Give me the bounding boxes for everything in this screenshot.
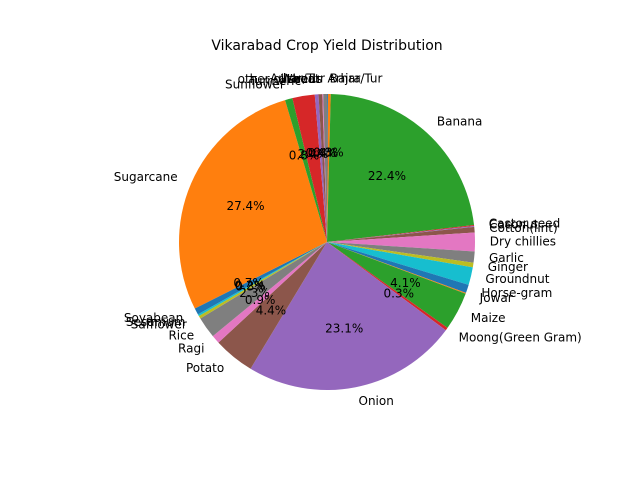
pie-slice-potato-15 — [218, 242, 327, 369]
pie-slice-urad-24 — [314, 94, 327, 243]
slice-label-soyabean-20: Soyabean — [124, 311, 183, 325]
slice-label-other-oilseeds-26: other oilseeds — [238, 72, 323, 86]
pct-label-sugarcane-21: 27.4% — [226, 199, 264, 213]
pie-slice-groundnut-9 — [327, 242, 473, 285]
pie-slice-sugarcane-21 — [179, 100, 327, 309]
pie-slice-castor-seed-3 — [327, 225, 475, 242]
pct-label-onion-14: 23.1% — [325, 322, 363, 336]
pct-label-urad-24: 0.4% — [306, 146, 337, 160]
pie-slice-cotton-lint-5 — [327, 226, 475, 242]
pct-label-ragi-16: 0.9% — [245, 293, 276, 307]
slice-label-garlic-7: Garlic — [489, 251, 524, 265]
pie-slice-wheat-25 — [318, 94, 327, 242]
slice-label-sunflower-22: Sunflower — [225, 77, 285, 91]
pie-slice-rice-17 — [200, 242, 327, 337]
pie-slice-other-oilseeds-26 — [322, 94, 327, 242]
slice-label-ginger-8: Ginger — [488, 260, 528, 274]
pie-slice-turmeric-23 — [292, 94, 327, 242]
slice-label-potato-15: Potato — [186, 361, 224, 375]
slice-label-arhar-tur-0: Arhar/Tur — [328, 72, 383, 86]
slice-label-horse-gram-10: Horse-gram — [481, 286, 552, 300]
pct-label-bajra-1: 0.3% — [313, 146, 344, 160]
slice-label-rice-17: Rice — [168, 329, 194, 343]
pie-slice-banana-2 — [327, 94, 475, 242]
pie-slice-bajra-1 — [327, 94, 331, 242]
pie-slice-moong-green-gram-13 — [327, 242, 448, 331]
pct-label-maize-12: 4.1% — [390, 276, 421, 290]
slice-label-arhar-tur-27: Arhar/Tur — [270, 72, 325, 86]
pct-label-safflower-18: 0.3% — [235, 280, 266, 294]
slice-label-maize-12: Maize — [471, 311, 506, 325]
pie-slice-sunflower-22 — [285, 98, 327, 242]
pct-label-moong-green-gram-13: 0.3% — [384, 287, 415, 301]
pie-slice-dry-chillies-6 — [327, 232, 476, 252]
pie-slice-maize-12 — [327, 242, 466, 328]
pct-label-soyabean-20: 0.7% — [233, 276, 264, 290]
pct-label-rice-17: 2.3% — [239, 286, 270, 300]
slice-label-jowar-11: Jowar — [479, 291, 513, 305]
pie-percent-labels: 0.3%22.4%4.1%0.3%23.1%4.4%0.9%2.3%0.3%0.… — [226, 146, 420, 336]
slice-label-turmeric-23: Turmeric — [248, 74, 301, 88]
slice-label-urad-24: Urad — [287, 72, 316, 86]
slice-label-dry-chillies-6: Dry chillies — [490, 235, 556, 249]
pie-slice-onion-14 — [250, 242, 446, 390]
pie-slice-soyabean-20 — [194, 242, 327, 315]
pie-slices — [179, 93, 476, 390]
pie-slice-jowar-11 — [327, 242, 466, 294]
pct-label-turmeric-23: 2.4% — [298, 147, 329, 161]
chart-title: Vikarabad Crop Yield Distribution — [211, 38, 442, 54]
pct-label-banana-2: 22.4% — [368, 169, 406, 183]
pie-slice-garlic-7 — [327, 242, 475, 263]
slice-label-groundnut-9: Groundnut — [485, 272, 549, 286]
slice-label-wheat-25: Wheat — [281, 72, 320, 86]
slice-label-safflower-18: Safflower — [131, 317, 187, 331]
slice-label-sugarcane-21: Sugarcane — [114, 170, 178, 184]
pct-label-potato-15: 4.4% — [256, 303, 287, 317]
pie-slice-ginger-8 — [327, 242, 474, 268]
slice-label-castor-seed-3: Castor seed — [489, 216, 560, 230]
pct-label-wheat-25: 0.4% — [308, 146, 339, 160]
slice-label-coconut-4: Coconut — [489, 217, 539, 231]
pie-slice-coconut-4 — [327, 225, 475, 242]
pct-label-sesamum-19: 0.2% — [235, 278, 266, 292]
slice-label-ragi-16: Ragi — [178, 342, 204, 356]
slice-label-moong-green-gram-13: Moong(Green Gram) — [459, 330, 582, 344]
pie-slice-horse-gram-10 — [327, 242, 469, 293]
pie-slice-safflower-18 — [198, 242, 327, 319]
slice-label-banana-2: Banana — [437, 114, 483, 128]
slice-label-sesamum-19: Sesamum — [126, 315, 186, 329]
pie-slice-ragi-16 — [212, 242, 327, 343]
pie-slice-arhar-tur-0 — [327, 93, 328, 242]
pie-slice-arhar-tur-27 — [323, 94, 327, 242]
slice-label-bajra-1: Bajra — [330, 72, 361, 86]
slice-label-onion-14: Onion — [359, 394, 394, 408]
slice-label-cotton-lint-5: Cotton(lint) — [489, 221, 557, 235]
pie-slice-sesamum-19 — [197, 242, 327, 316]
pct-label-sunflower-22: 0.8% — [289, 149, 320, 163]
